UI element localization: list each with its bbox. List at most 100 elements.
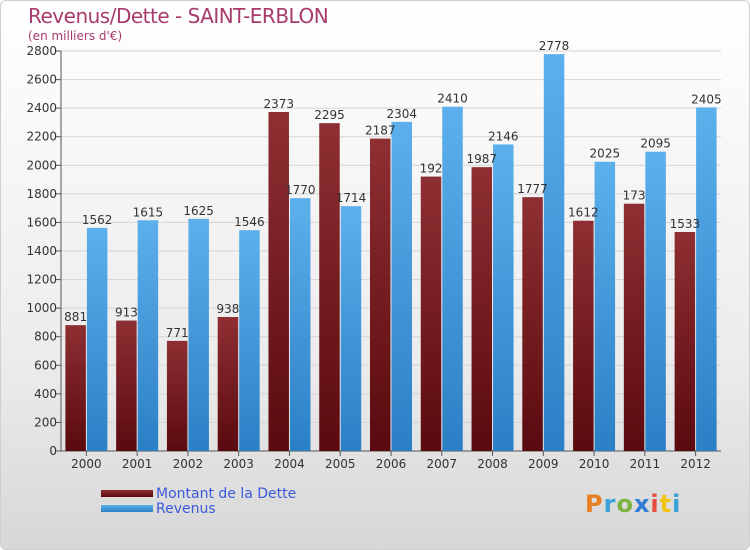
value-label-revenus: 1714 <box>336 191 367 205</box>
bar-revenus <box>493 144 514 451</box>
logo-letter: t <box>659 490 673 518</box>
legend-swatch-revenus <box>101 505 153 512</box>
value-label-dette: 771 <box>166 326 189 340</box>
bar-revenus <box>442 106 463 451</box>
x-tick-label: 2000 <box>71 457 102 471</box>
value-label-revenus: 1625 <box>183 204 214 218</box>
x-tick-label: 2001 <box>122 457 153 471</box>
bar-revenus <box>543 54 565 452</box>
value-label-revenus: 2405 <box>691 92 722 106</box>
y-tick-label: 400 <box>34 387 57 401</box>
bar-dette <box>573 220 594 451</box>
y-tick-label: 1400 <box>26 244 57 258</box>
value-label-revenus: 2410 <box>437 92 468 106</box>
logo-letter: o <box>616 490 634 518</box>
value-label-dette: 192 <box>420 162 443 176</box>
bar-dette <box>420 176 442 452</box>
value-label-revenus: 1546 <box>234 215 265 229</box>
y-tick-label: 800 <box>34 330 57 344</box>
y-tick-label: 1200 <box>26 273 57 287</box>
bar-revenus <box>86 227 108 451</box>
bar-revenus <box>391 121 412 451</box>
x-tick-label: 2007 <box>426 457 457 471</box>
bar-dette <box>370 138 391 452</box>
bar-dette <box>623 203 645 451</box>
value-label-dette: 913 <box>115 306 138 320</box>
y-tick-label: 2800 <box>26 44 57 58</box>
chart-subtitle: (en milliers d'€) <box>28 29 123 43</box>
value-label-revenus: 2025 <box>590 147 621 161</box>
bar-revenus <box>645 151 666 451</box>
y-tick-label: 2200 <box>26 130 57 144</box>
value-label-dette: 1612 <box>568 206 599 220</box>
bar-revenus <box>696 107 717 451</box>
x-tick-label: 2004 <box>274 457 305 471</box>
value-label-dette: 1777 <box>517 182 548 196</box>
y-tick-label: 2600 <box>26 73 57 87</box>
x-tick-label: 2008 <box>477 457 508 471</box>
bar-revenus <box>188 218 209 451</box>
value-labels: 881 1562 913 1615 771 1625 938 1546 2373 1770 2295… <box>64 39 721 340</box>
bar-revenus <box>289 198 311 451</box>
x-tick-label: 2003 <box>223 457 254 471</box>
legend-swatch-dette <box>101 490 153 497</box>
y-tick-label: 1800 <box>26 187 57 201</box>
value-label-dette: 881 <box>64 310 87 324</box>
x-tick-label: 2002 <box>173 457 204 471</box>
x-tick-label: 2009 <box>528 457 559 471</box>
logo-letter: P <box>585 490 604 518</box>
bar-revenus <box>239 230 260 451</box>
y-tick-label: 600 <box>34 358 57 372</box>
axes: 0 200 400 600 800 1000 1200 1400 1600 1800 2000 220… <box>26 44 721 471</box>
legend-label-revenus: Revenus <box>156 501 216 517</box>
bar-dette <box>65 325 86 451</box>
x-tick-label: 2005 <box>325 457 356 471</box>
bar-dette <box>522 197 543 451</box>
logo-letter: r <box>603 490 617 518</box>
bar-revenus <box>594 161 616 451</box>
bar-dette <box>471 167 493 451</box>
grid-lines <box>61 50 721 423</box>
value-label-dette: 938 <box>216 302 239 316</box>
value-label-dette: 2187 <box>365 124 396 138</box>
y-tick-label: 2400 <box>26 101 57 115</box>
bar-revenus <box>340 206 362 451</box>
value-label-revenus: 1562 <box>82 213 113 227</box>
logo-letter: i <box>672 490 682 518</box>
value-label-dette: 1987 <box>467 152 498 166</box>
value-label-dette: 1533 <box>670 217 701 231</box>
bar-dette <box>166 340 188 451</box>
chart-title: Revenus/Dette - SAINT-ERBLON <box>28 4 329 28</box>
value-label-revenus: 2304 <box>386 107 417 121</box>
bar-dette <box>268 112 289 451</box>
logo-letter: i <box>650 490 660 518</box>
logo-letter: x <box>633 490 651 518</box>
x-tick-label: 2006 <box>376 457 407 471</box>
value-label-revenus: 2778 <box>539 39 570 53</box>
bar-revenus <box>137 220 159 451</box>
value-label-dette: 173 <box>623 189 646 203</box>
legend-label-dette: Montant de la Dette <box>156 486 297 502</box>
y-tick-label: 200 <box>34 415 57 429</box>
bar-dette <box>116 320 137 451</box>
x-tick-label: 2012 <box>680 457 711 471</box>
value-label-dette: 2295 <box>314 108 345 122</box>
proxiti-logo: Proxiti <box>585 490 681 518</box>
y-tick-label: 1600 <box>26 215 57 229</box>
x-tick-label: 2011 <box>630 457 661 471</box>
value-label-revenus: 2095 <box>640 137 671 151</box>
bar-dette <box>674 232 696 451</box>
y-tick-label: 1000 <box>26 301 57 315</box>
bar-dette <box>217 317 239 451</box>
y-tick-label: 0 <box>49 444 57 458</box>
value-label-revenus: 1770 <box>285 183 316 197</box>
value-label-dette: 2373 <box>263 97 294 111</box>
x-tick-label: 2010 <box>579 457 610 471</box>
y-tick-label: 2000 <box>26 158 57 172</box>
bars <box>65 54 717 452</box>
value-label-revenus: 1615 <box>133 205 164 219</box>
value-label-revenus: 2146 <box>488 129 519 143</box>
bar-dette <box>319 123 340 452</box>
